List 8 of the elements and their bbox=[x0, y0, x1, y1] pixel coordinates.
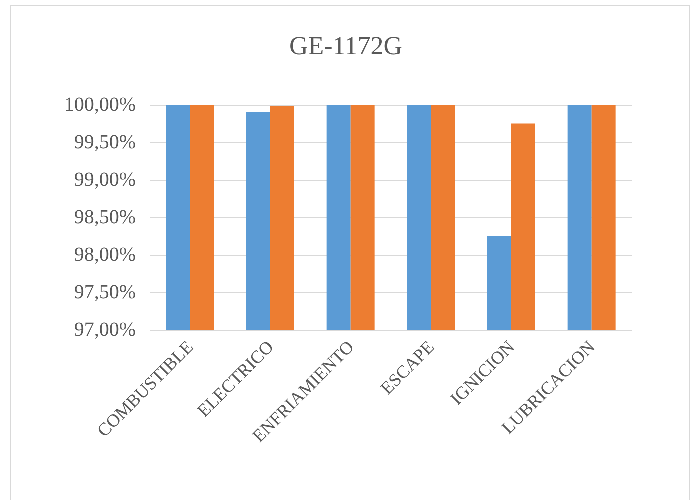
y-tick-label: 99,50% bbox=[74, 132, 136, 154]
y-tick-label: 99,00% bbox=[74, 169, 136, 191]
y-tick-label: 100,00% bbox=[64, 94, 136, 116]
y-tick-label: 97,50% bbox=[74, 282, 136, 304]
y-tick-label: 98,00% bbox=[74, 244, 136, 266]
chart-title: GE-1172G bbox=[289, 32, 403, 60]
y-tick-label: 97,00% bbox=[74, 319, 136, 341]
y-tick-label: 98,50% bbox=[74, 206, 136, 228]
